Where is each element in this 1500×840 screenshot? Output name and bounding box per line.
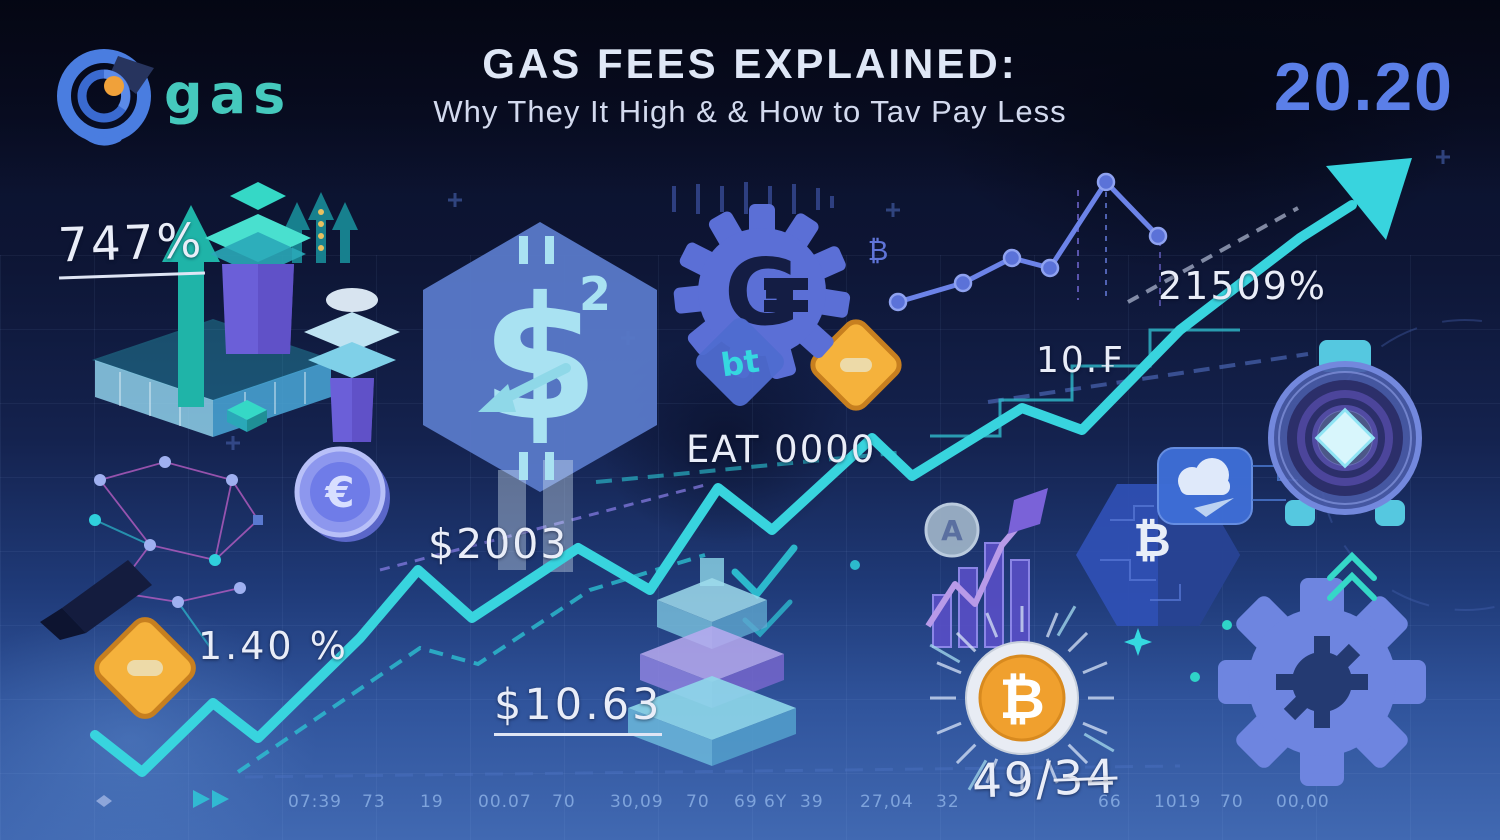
axis-tick: 19 [420, 792, 444, 812]
header-title-block: GAS FEES EXPLAINED: Why They It High & &… [0, 40, 1500, 130]
gear-bottom-right-icon [1218, 578, 1426, 786]
year-label: 20.20 [1273, 49, 1454, 125]
bitcoin-small-glyph: ₿ [868, 234, 889, 267]
annotation-price-mid: $2003 [428, 520, 569, 568]
axis-tick: 32 [936, 792, 960, 812]
axis-tick: 27,04 [860, 792, 914, 812]
isometric-buildings-icon [91, 182, 400, 442]
axis-tick: 30,09 [610, 792, 664, 812]
ratio-prefix: 49/ [971, 751, 1055, 810]
page-title: GAS FEES EXPLAINED: [482, 40, 1018, 87]
iso-stack-icon [628, 558, 796, 766]
logo: gas [54, 46, 292, 142]
amulet-ring-icon [1268, 340, 1422, 526]
axis-tick: 1019 [1154, 792, 1202, 812]
cloud-chip-icon [1157, 447, 1298, 525]
dollar-hexagon-icon: $ 2 [423, 222, 657, 572]
ruler-ticks-icon [672, 182, 834, 214]
annotation-growth-pct: 747% [56, 213, 206, 280]
euro-coin-icon: € [294, 446, 390, 542]
trend-line-arrow [90, 158, 1412, 777]
axis-tick: 70 [686, 792, 710, 812]
dollar-glyph: $ [481, 261, 599, 459]
axis-tick: 39 [800, 792, 824, 812]
eth-diamond-center-icon [810, 319, 902, 411]
axis-tick: 00,00 [1276, 792, 1330, 812]
node-line-chart [888, 172, 1168, 312]
bt-square-icon: bt [696, 318, 784, 406]
axis-tick: 69 6Y [734, 792, 788, 812]
chevrons-up-icon [1327, 551, 1377, 601]
bar-chart-arrow-icon: A [924, 488, 1048, 648]
annotation-ratio: 49/34 [971, 749, 1118, 809]
gas-logo-icon [57, 49, 154, 146]
bitcoin-coin-icon: ₿ [929, 605, 1115, 791]
annotation-price-low: $10.63 [494, 680, 663, 736]
annotation-spike-pct: 21509% [1158, 264, 1327, 308]
axis-tick: 00.07 [478, 792, 532, 812]
axis-tick: 07:39 [288, 792, 342, 812]
euro-glyph: € [324, 468, 354, 517]
network-diagram-icon [40, 456, 263, 651]
staircase-line [930, 328, 1240, 438]
decor-arc [1319, 319, 1500, 611]
axis-tick: 70 [1220, 792, 1244, 812]
axis-tick: 70 [552, 792, 576, 812]
coin-a-glyph: A [941, 514, 963, 547]
logo-text: gas [164, 62, 293, 126]
play-chevrons-icon [96, 790, 229, 808]
sparkles-icon [850, 560, 1232, 682]
axis-tick: 66 [1098, 792, 1122, 812]
dashed-guides [236, 190, 1309, 779]
exponent-glyph: 2 [579, 267, 611, 321]
axis-tick: 73 [362, 792, 386, 812]
eth-diamond-left-icon [94, 617, 196, 719]
bt-label-glyph: bt [719, 342, 762, 385]
bitcoin-glyph: ₿ [999, 667, 1045, 732]
annotation-fee-franc: 10.₣ [1036, 340, 1125, 381]
page-subtitle: Why They It High & & How to Tav Pay Less [433, 94, 1067, 129]
annotation-small-pct: 1.40 % [198, 624, 349, 668]
annotation-eat-code: EAT 0000 [686, 428, 877, 471]
